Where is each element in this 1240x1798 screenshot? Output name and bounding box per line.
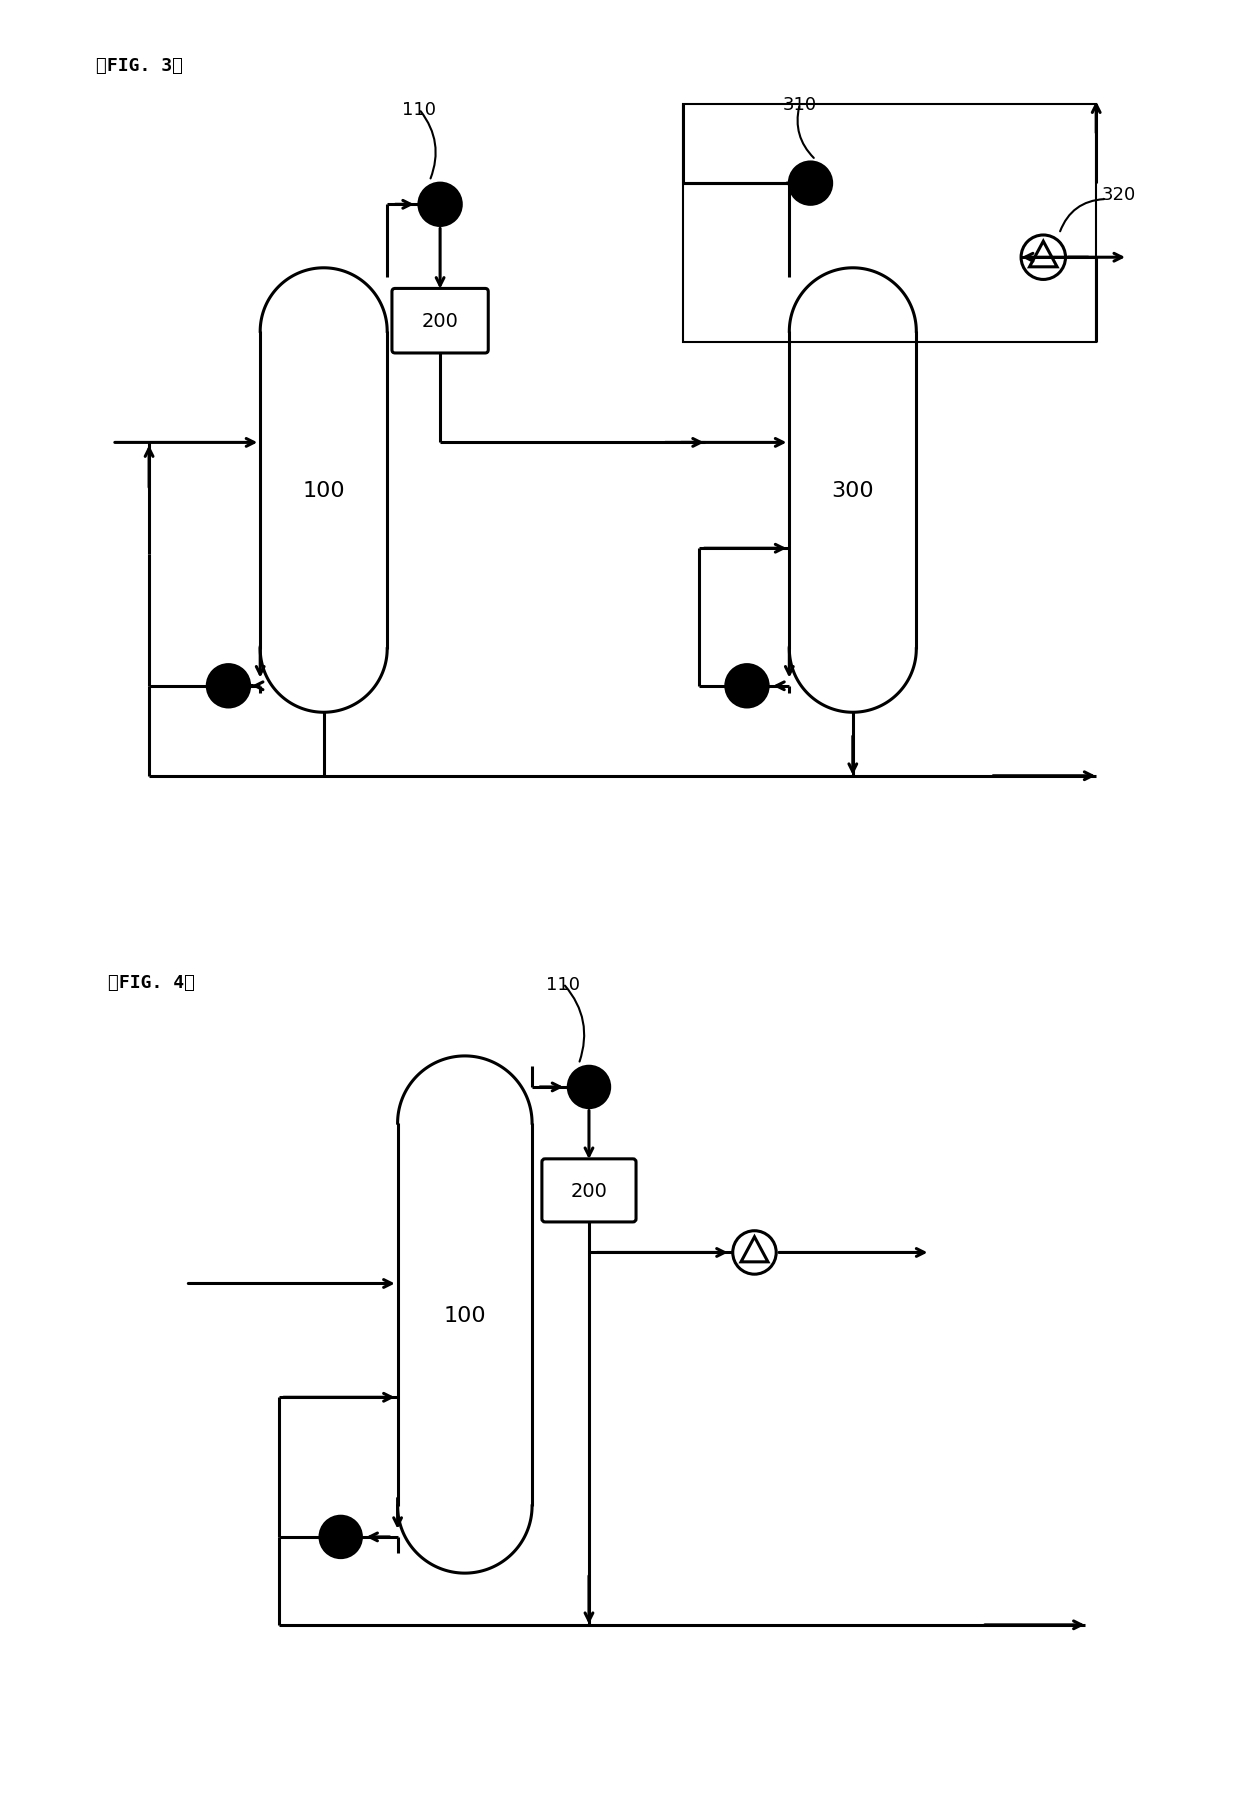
Bar (683, 104, 1096, 343)
Text: 300: 300 (832, 480, 874, 500)
Text: 100: 100 (444, 1305, 486, 1325)
Circle shape (568, 1066, 610, 1108)
Text: 310: 310 (782, 95, 817, 113)
Circle shape (207, 665, 249, 708)
Circle shape (419, 183, 461, 227)
Text: 200: 200 (422, 313, 459, 331)
FancyBboxPatch shape (392, 289, 489, 354)
Text: 320: 320 (1101, 185, 1136, 203)
FancyBboxPatch shape (542, 1160, 636, 1223)
Text: 【FIG. 3】: 【FIG. 3】 (97, 58, 184, 76)
Circle shape (790, 164, 832, 205)
Text: 110: 110 (546, 975, 580, 992)
Text: 【FIG. 4】: 【FIG. 4】 (108, 973, 195, 992)
Text: 200: 200 (570, 1181, 608, 1201)
Circle shape (725, 665, 768, 708)
Circle shape (320, 1516, 361, 1557)
Text: 100: 100 (303, 480, 345, 500)
Text: 110: 110 (402, 101, 436, 119)
